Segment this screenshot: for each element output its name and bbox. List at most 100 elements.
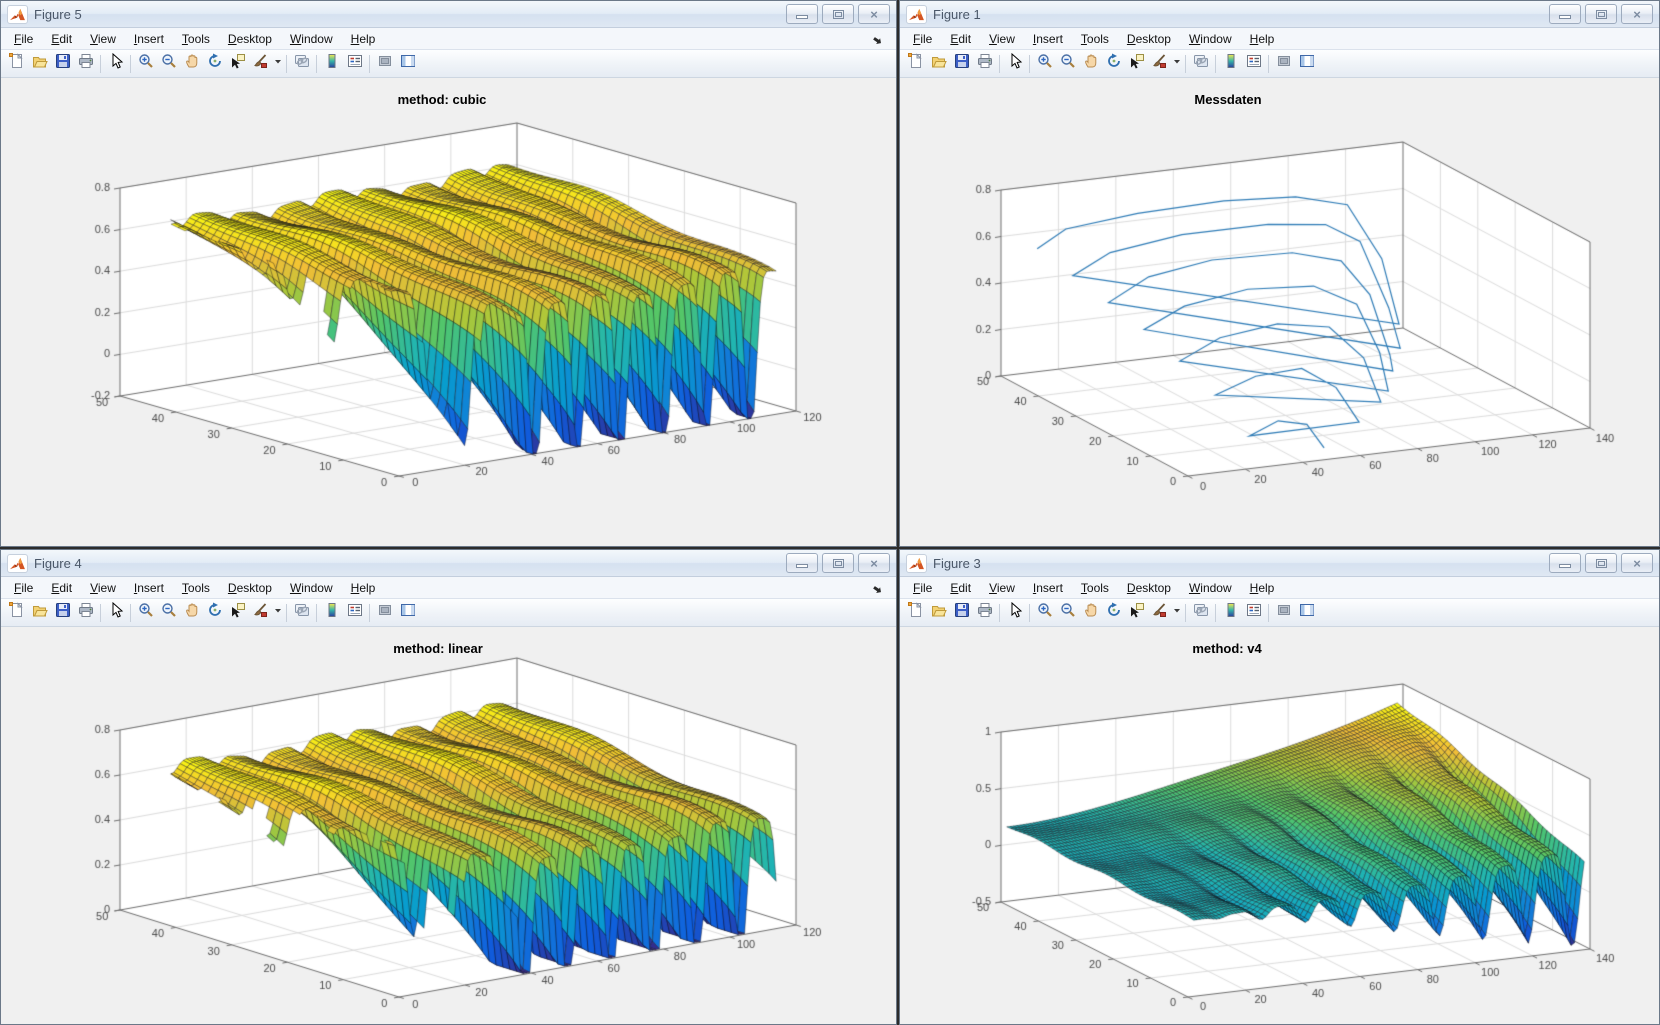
brush-dropdown[interactable] <box>272 52 283 75</box>
menu-item-help[interactable]: Help <box>350 31 376 46</box>
menu-item-edit[interactable]: Edit <box>950 580 972 595</box>
rotate-3d-button[interactable] <box>1102 52 1125 75</box>
insert-colorbar-button[interactable] <box>1219 52 1242 75</box>
zoom-out-button[interactable] <box>157 601 180 624</box>
brush-button[interactable] <box>249 52 272 75</box>
print-figure-button[interactable] <box>973 52 996 75</box>
open-file-button[interactable] <box>927 601 950 624</box>
brush-button[interactable] <box>1148 601 1171 624</box>
menu-item-tools[interactable]: Tools <box>181 31 210 46</box>
menu-item-desktop[interactable]: Desktop <box>227 580 272 595</box>
edit-plot-pointer-button[interactable] <box>1003 601 1026 624</box>
menu-item-window[interactable]: Window <box>1188 31 1232 46</box>
axes-3d[interactable] <box>900 78 1659 546</box>
hide-plot-tools-button[interactable] <box>1272 601 1295 624</box>
edit-plot-pointer-button[interactable] <box>104 601 127 624</box>
data-cursor-button[interactable] <box>1125 601 1148 624</box>
menu-item-view[interactable]: View <box>989 31 1015 46</box>
brush-button[interactable] <box>249 601 272 624</box>
link-plots-button[interactable] <box>1189 601 1212 624</box>
axes-3d[interactable] <box>1 627 896 1024</box>
brush-dropdown[interactable] <box>272 601 283 624</box>
menu-item-file[interactable]: File <box>14 31 34 46</box>
restore-button[interactable] <box>822 4 854 24</box>
close-button[interactable]: × <box>858 4 890 24</box>
menu-item-desktop[interactable]: Desktop <box>227 31 272 46</box>
zoom-out-button[interactable] <box>1056 601 1079 624</box>
show-plot-tools-button[interactable] <box>1295 601 1318 624</box>
zoom-in-button[interactable] <box>134 52 157 75</box>
insert-legend-button[interactable] <box>1242 601 1265 624</box>
restore-button[interactable] <box>1585 553 1617 573</box>
open-file-button[interactable] <box>28 601 51 624</box>
hide-plot-tools-button[interactable] <box>1272 52 1295 75</box>
menu-item-file[interactable]: File <box>913 580 933 595</box>
menu-item-edit[interactable]: Edit <box>51 31 73 46</box>
menu-item-desktop[interactable]: Desktop <box>1126 580 1171 595</box>
zoom-in-button[interactable] <box>134 601 157 624</box>
insert-legend-button[interactable] <box>1242 52 1265 75</box>
link-plots-button[interactable] <box>290 52 313 75</box>
titlebar[interactable]: Figure 5 × <box>1 1 896 28</box>
titlebar[interactable]: Figure 4 × <box>1 550 896 577</box>
titlebar[interactable]: Figure 1 × <box>900 1 1659 28</box>
menu-item-view[interactable]: View <box>90 31 116 46</box>
restore-button[interactable] <box>822 553 854 573</box>
menu-overflow-icon[interactable] <box>872 33 882 51</box>
brush-dropdown[interactable] <box>1171 52 1182 75</box>
pan-button[interactable] <box>180 52 203 75</box>
show-plot-tools-button[interactable] <box>1295 52 1318 75</box>
menu-item-tools[interactable]: Tools <box>1080 31 1109 46</box>
insert-colorbar-button[interactable] <box>320 52 343 75</box>
menu-item-file[interactable]: File <box>913 31 933 46</box>
insert-colorbar-button[interactable] <box>1219 601 1242 624</box>
menu-item-file[interactable]: File <box>14 580 34 595</box>
zoom-in-button[interactable] <box>1033 601 1056 624</box>
minimize-button[interactable] <box>786 4 818 24</box>
axes-3d[interactable] <box>900 627 1659 1024</box>
edit-plot-pointer-button[interactable] <box>1003 52 1026 75</box>
menu-item-insert[interactable]: Insert <box>133 31 164 46</box>
menu-item-insert[interactable]: Insert <box>133 580 164 595</box>
minimize-button[interactable] <box>786 553 818 573</box>
menu-item-help[interactable]: Help <box>350 580 376 595</box>
brush-button[interactable] <box>1148 52 1171 75</box>
titlebar[interactable]: Figure 3 × <box>900 550 1659 577</box>
save-figure-button[interactable] <box>51 52 74 75</box>
menu-item-tools[interactable]: Tools <box>1080 580 1109 595</box>
menu-item-help[interactable]: Help <box>1249 580 1275 595</box>
menu-item-window[interactable]: Window <box>289 580 333 595</box>
data-cursor-button[interactable] <box>1125 52 1148 75</box>
zoom-out-button[interactable] <box>1056 52 1079 75</box>
insert-colorbar-button[interactable] <box>320 601 343 624</box>
insert-legend-button[interactable] <box>343 52 366 75</box>
menu-item-window[interactable]: Window <box>1188 580 1232 595</box>
brush-dropdown[interactable] <box>1171 601 1182 624</box>
save-figure-button[interactable] <box>950 601 973 624</box>
zoom-in-button[interactable] <box>1033 52 1056 75</box>
rotate-3d-button[interactable] <box>1102 601 1125 624</box>
pan-button[interactable] <box>180 601 203 624</box>
menu-item-insert[interactable]: Insert <box>1032 580 1063 595</box>
close-button[interactable]: × <box>1621 553 1653 573</box>
insert-legend-button[interactable] <box>343 601 366 624</box>
save-figure-button[interactable] <box>51 601 74 624</box>
print-figure-button[interactable] <box>973 601 996 624</box>
menu-item-tools[interactable]: Tools <box>181 580 210 595</box>
menu-item-desktop[interactable]: Desktop <box>1126 31 1171 46</box>
close-button[interactable]: × <box>1621 4 1653 24</box>
menu-item-help[interactable]: Help <box>1249 31 1275 46</box>
rotate-3d-button[interactable] <box>203 52 226 75</box>
rotate-3d-button[interactable] <box>203 601 226 624</box>
menu-overflow-icon[interactable] <box>872 582 882 600</box>
close-button[interactable]: × <box>858 553 890 573</box>
minimize-button[interactable] <box>1549 4 1581 24</box>
new-figure-button[interactable] <box>904 52 927 75</box>
menu-item-edit[interactable]: Edit <box>51 580 73 595</box>
open-file-button[interactable] <box>927 52 950 75</box>
new-figure-button[interactable] <box>904 601 927 624</box>
save-figure-button[interactable] <box>950 52 973 75</box>
axes-3d[interactable] <box>1 78 896 546</box>
edit-plot-pointer-button[interactable] <box>104 52 127 75</box>
menu-item-window[interactable]: Window <box>289 31 333 46</box>
